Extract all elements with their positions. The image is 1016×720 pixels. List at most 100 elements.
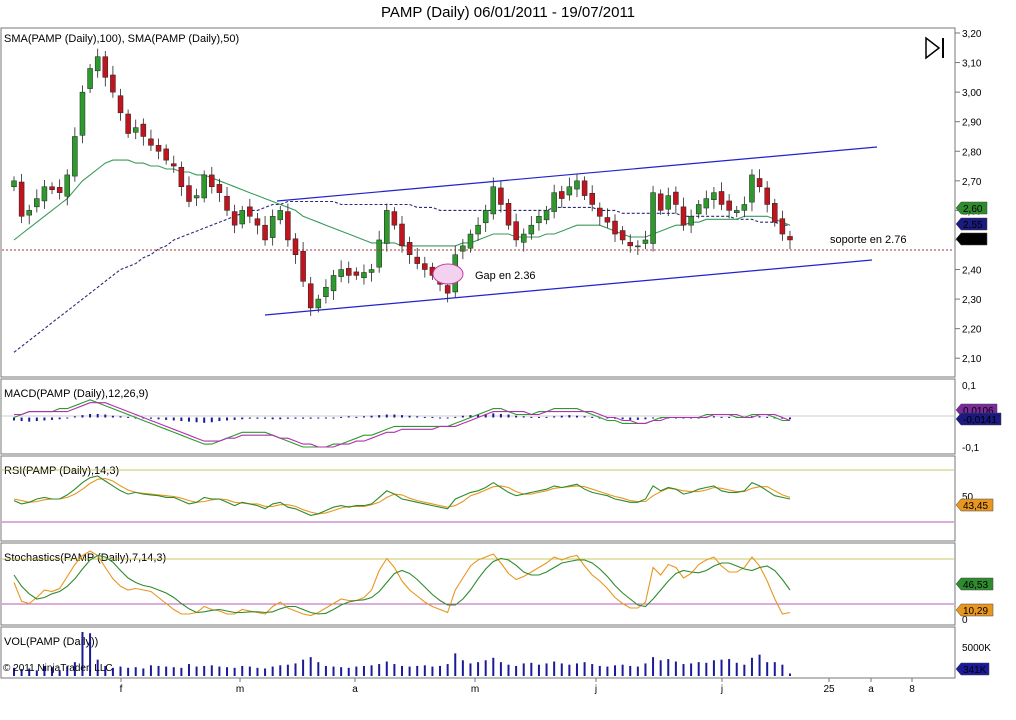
x-tick-label: a (868, 684, 874, 695)
candle (285, 203, 291, 247)
upper-trendline[interactable] (276, 146, 878, 202)
macd-bar (370, 415, 373, 418)
candle (384, 203, 390, 252)
candle (87, 64, 93, 94)
candle (718, 182, 725, 211)
svg-text:10,29: 10,29 (963, 606, 988, 617)
volume-panel-label: VOL(PAMP (Daily)) (4, 636, 98, 648)
volume-bar (735, 662, 738, 676)
volume-bar (629, 665, 632, 676)
macd-bar (13, 417, 15, 421)
volume-bar (279, 665, 282, 676)
rsi-lines (13, 475, 791, 516)
candle (148, 129, 154, 151)
macd-bar (256, 417, 259, 419)
volume-bar (583, 662, 586, 676)
macd-bar (431, 416, 434, 418)
skip-forward-icon[interactable] (925, 36, 944, 60)
candle (186, 176, 192, 208)
macd-bar (104, 414, 107, 418)
macd-bar (720, 416, 723, 418)
candle (772, 198, 778, 227)
volume-bar (13, 667, 15, 676)
volume-bar (461, 660, 464, 676)
macd-bar (416, 416, 419, 418)
volume-bar (35, 670, 38, 676)
candle (376, 230, 382, 273)
candle (467, 229, 474, 253)
macd-bar (271, 417, 274, 420)
volume-bar (28, 668, 31, 676)
candle (34, 189, 40, 213)
lower-trendline[interactable] (264, 259, 873, 316)
price-panel-label: SMA(PAMP (Daily),100), SMA(PAMP (Daily),… (4, 33, 239, 45)
macd-bar (385, 414, 388, 418)
volume-bar (317, 662, 320, 676)
candle (566, 177, 573, 201)
volume-bar (157, 665, 160, 676)
macd-histogram (13, 413, 791, 423)
gap-ellipse[interactable] (432, 263, 464, 285)
price-y-tick-label: 2,90 (962, 118, 982, 129)
candle (11, 176, 17, 192)
macd-bar (111, 415, 114, 418)
volume-bar (507, 664, 510, 676)
macd-bar (43, 417, 46, 421)
candle (460, 239, 466, 260)
candle (551, 184, 557, 219)
x-axis: f m a m j j 25 a 8 (120, 678, 915, 695)
rsi-tick-mid: 50 (962, 492, 974, 503)
candle (559, 185, 565, 208)
volume-bar (416, 665, 419, 676)
candle (657, 189, 664, 215)
candle (254, 213, 261, 235)
candle (132, 119, 139, 140)
stoch-tick-zero: 0 (962, 615, 968, 626)
macd-bar (560, 415, 563, 418)
candle (140, 118, 147, 146)
macd-bar (553, 416, 556, 418)
volume-bar (264, 668, 267, 676)
macd-bar (340, 416, 343, 418)
candle (368, 263, 375, 282)
macd-bar (210, 417, 213, 423)
macd-bar (789, 417, 791, 420)
volume-bar (226, 667, 229, 676)
sma100-path (13, 200, 790, 353)
macd-bar (51, 417, 54, 420)
volume-bar (674, 661, 677, 676)
macd-bar (20, 417, 23, 422)
macd-bar (408, 415, 411, 418)
macd-bar (484, 413, 487, 418)
candle (247, 198, 253, 224)
stoch-d-line (13, 554, 791, 615)
volume-bar (58, 670, 61, 676)
svg-text:2,50: 2,50 (963, 235, 983, 246)
macd-bar (73, 416, 76, 418)
candle (482, 204, 489, 232)
candle (665, 187, 672, 217)
volume-bar (233, 667, 236, 676)
x-tick-label: j (720, 684, 723, 695)
candle (110, 65, 116, 98)
macd-bar (218, 417, 221, 422)
price-y-tick-label: 3,10 (962, 59, 982, 70)
macd-bar (362, 416, 365, 418)
value-badge: 10,29 (955, 603, 994, 617)
volume-bar (644, 663, 647, 676)
x-tick-label: f (120, 684, 123, 695)
value-badge: 341K (955, 662, 990, 676)
panel-frames (0, 27, 956, 679)
macd-bar (522, 416, 525, 418)
price-y-axis: 2,10 2,20 2,30 2,40 2,50 2,60 2,70 2,80 2,90 3,00… (955, 29, 982, 365)
macd-bar (309, 417, 312, 419)
macd-bar (530, 416, 533, 418)
volume-bar (96, 659, 99, 676)
volume-bar (362, 665, 365, 676)
volume-bar (492, 657, 495, 676)
macd-bar (149, 417, 152, 419)
macd-bar (621, 417, 624, 420)
candle (201, 170, 207, 203)
price-y-tick-label: 2,20 (962, 325, 982, 336)
candle (315, 294, 322, 313)
